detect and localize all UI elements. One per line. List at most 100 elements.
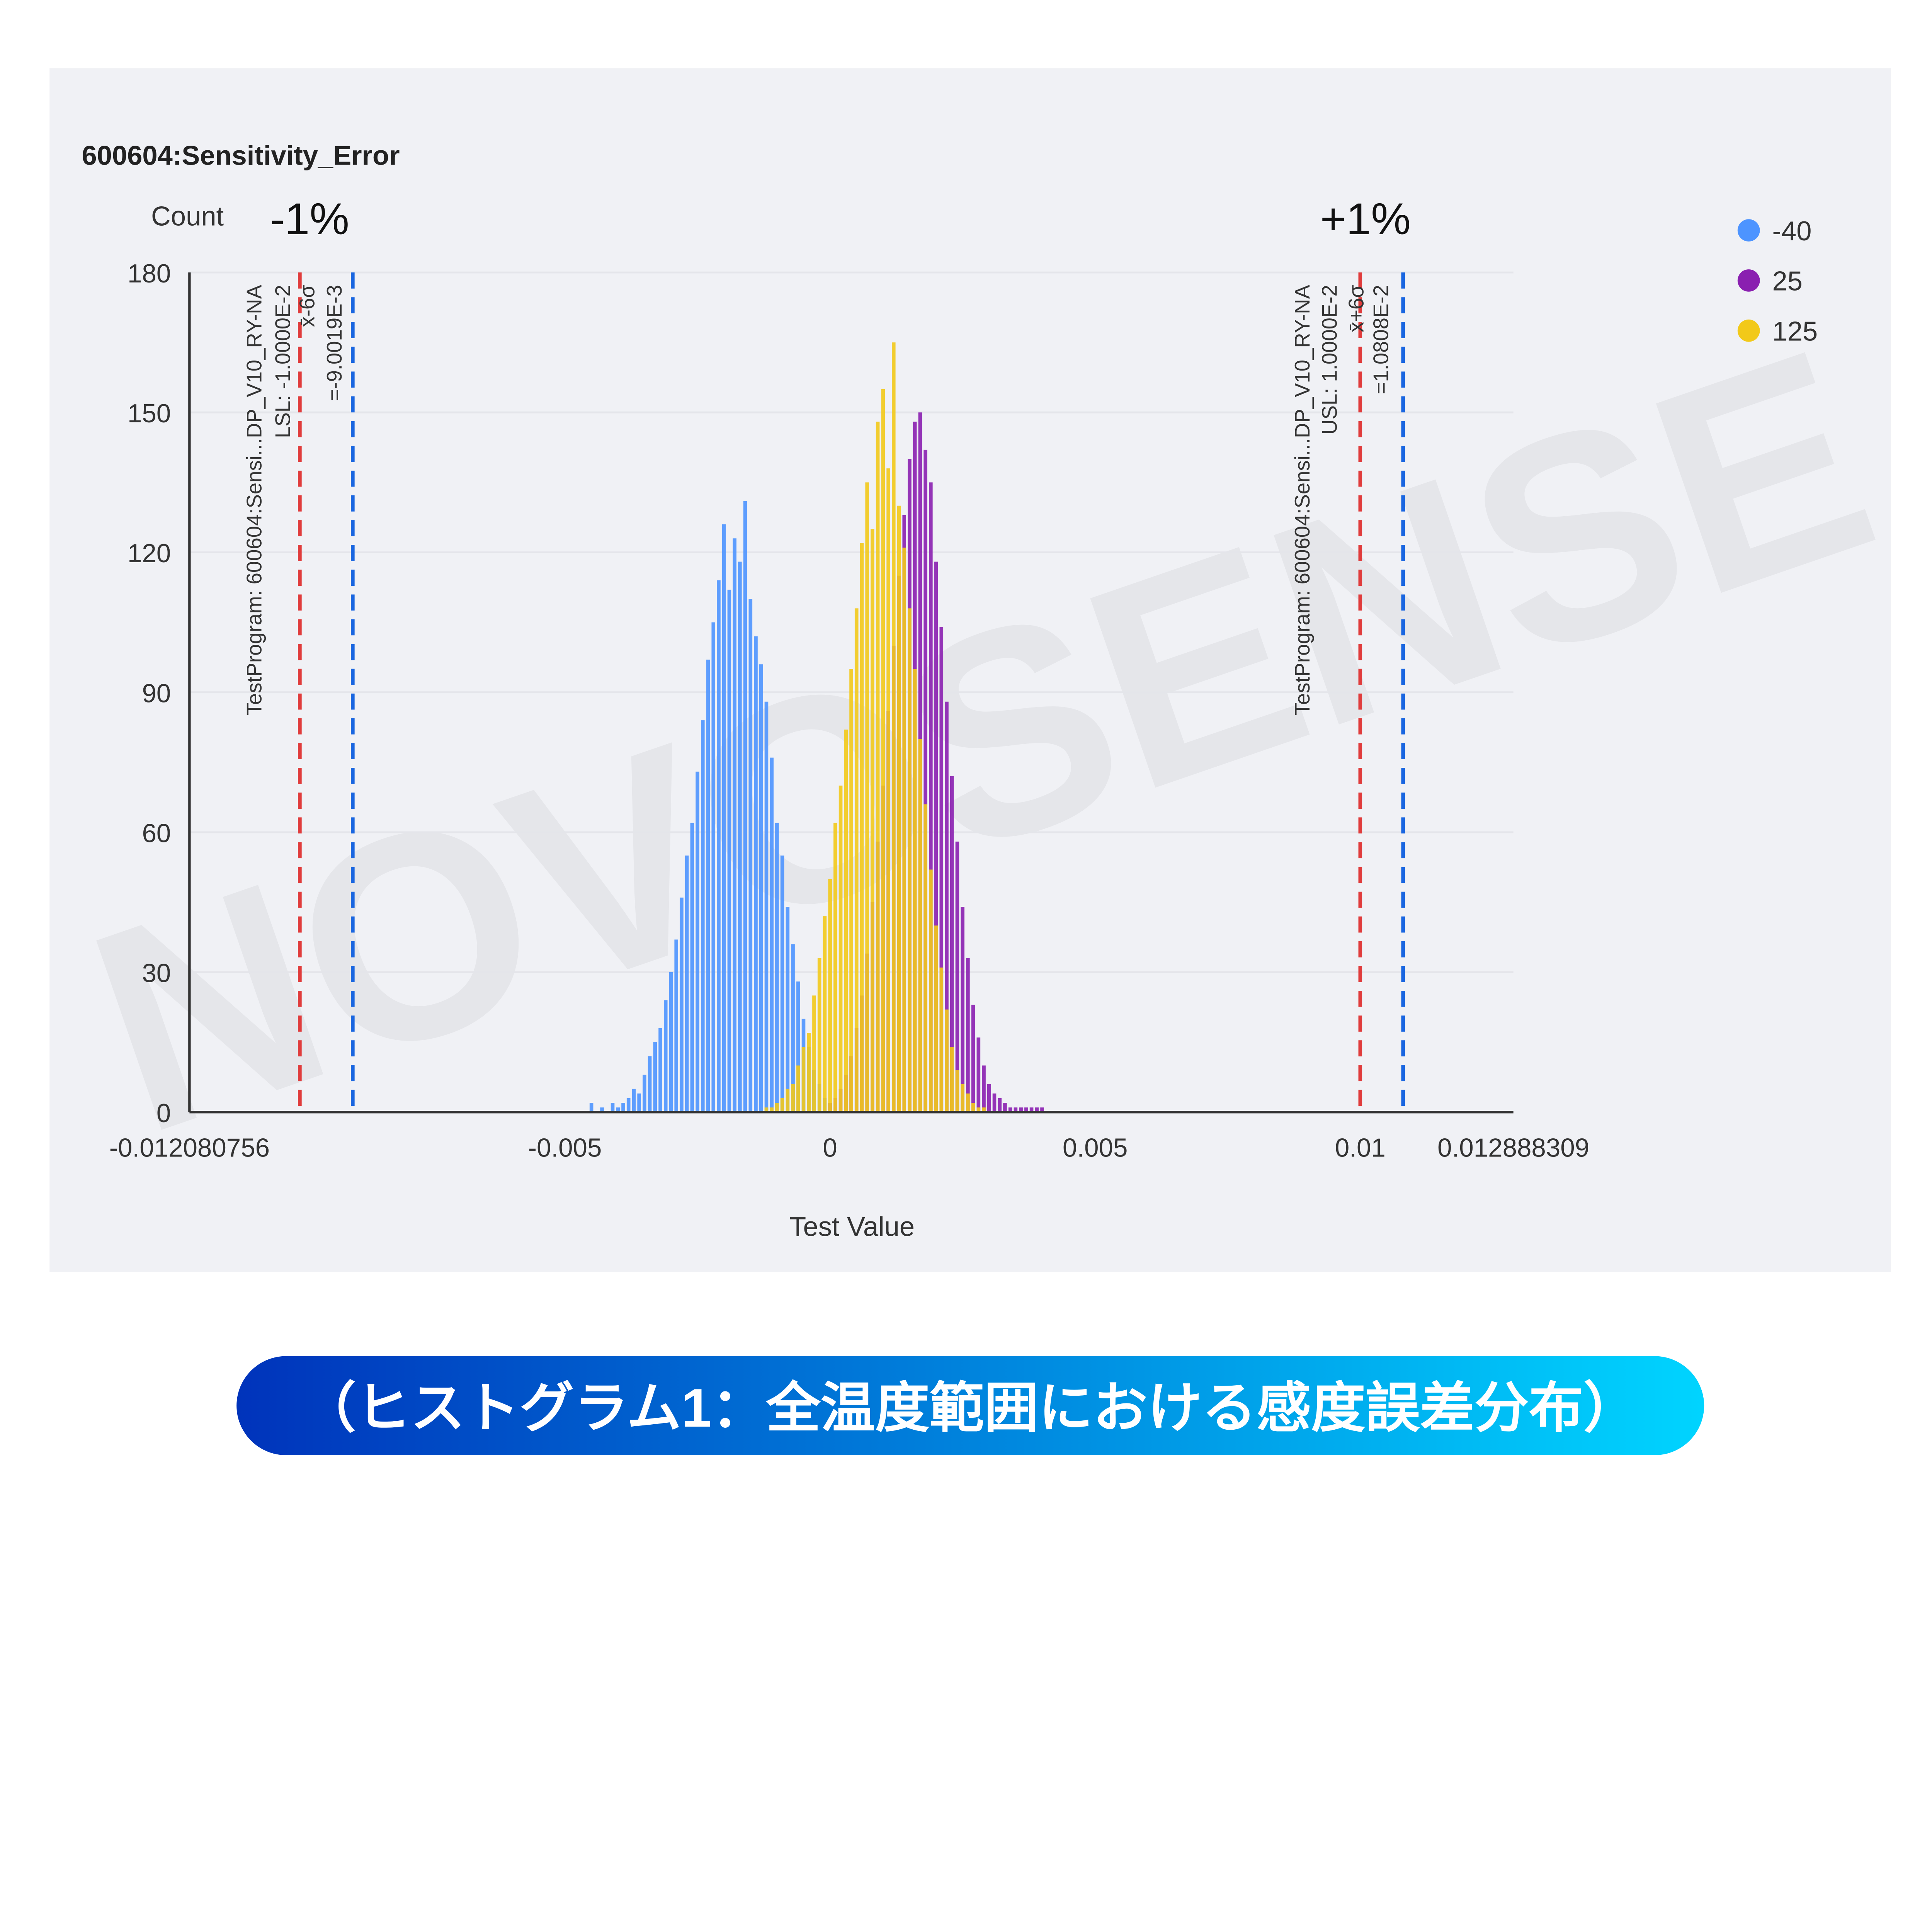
bar-series--40 <box>669 972 673 1112</box>
bar-series-25 <box>998 1098 1002 1112</box>
bar-series--40 <box>759 664 763 1112</box>
bar-series--40 <box>621 1103 625 1112</box>
x-tick-label: 0 <box>823 1134 837 1163</box>
bar-series--40 <box>780 855 784 1112</box>
upper_6sigma-label: =1.0808E-2 <box>1369 285 1393 394</box>
upper_6sigma-label: x̄+6σ <box>1345 285 1368 332</box>
bar-series-125 <box>838 786 843 1112</box>
bar-series--40 <box>685 855 689 1112</box>
bar-series-25 <box>955 841 959 1112</box>
bar-series-125 <box>976 1107 981 1112</box>
bar-series--40 <box>663 1000 668 1112</box>
bar-series-125 <box>780 1098 784 1112</box>
bar-series-125 <box>934 925 938 1112</box>
bar-series-125 <box>791 1084 795 1112</box>
bar-series-125 <box>849 669 853 1112</box>
y-tick-label: 120 <box>128 539 171 568</box>
x-tick-label: -0.005 <box>528 1134 602 1163</box>
bar-series--40 <box>611 1103 615 1112</box>
bar-series-25 <box>1014 1107 1018 1112</box>
limit-lines: TestProgram: 600604:Sensi...DP_V10_RY-NA… <box>243 272 1405 1112</box>
bar-series-25 <box>939 627 944 1112</box>
y-axis-ticks: 0 30 60 90 120 150 180 <box>128 259 171 1128</box>
y-tick-label: 180 <box>128 259 171 288</box>
bar-series-125 <box>828 879 832 1112</box>
y-tick-label: 60 <box>142 819 171 848</box>
lsl-label: TestProgram: 600604:Sensi...DP_V10_RY-NA <box>243 285 266 716</box>
bar-series-25 <box>1040 1107 1044 1112</box>
bar-series-125 <box>775 1103 779 1112</box>
bar-series--40 <box>616 1107 620 1112</box>
bar-series-125 <box>961 1084 964 1112</box>
page: NOVOSENSE 600604:Sensitivity_Error Count… <box>49 68 1906 1456</box>
bar-series--40 <box>733 538 736 1112</box>
bar-series--40 <box>722 524 726 1112</box>
x-axis-label: Test Value <box>789 1211 915 1242</box>
bar-series--40 <box>770 757 774 1112</box>
bar-series-125 <box>817 958 821 1112</box>
bar-series-125 <box>923 804 927 1112</box>
bar-series-25 <box>929 482 933 1112</box>
bar-series-125 <box>865 482 869 1112</box>
bar-series--40 <box>653 1042 657 1112</box>
bar-series-125 <box>902 548 906 1112</box>
bar-series--40 <box>717 580 721 1112</box>
legend-marker--40 <box>1737 219 1760 242</box>
bar-series-125 <box>770 1107 774 1112</box>
bar-series-125 <box>860 543 864 1112</box>
bar-series-125 <box>891 342 896 1112</box>
bar-series-25 <box>950 776 954 1112</box>
legend-marker-125 <box>1737 319 1760 342</box>
x-tick-label: 0.012888309 <box>1437 1134 1589 1163</box>
bar-series-125 <box>945 1009 949 1112</box>
bar-series-25 <box>971 1005 975 1112</box>
y-tick-label: 30 <box>142 959 171 988</box>
legend-label: -40 <box>1772 216 1812 246</box>
bar-series--40 <box>690 823 694 1112</box>
bar-series-125 <box>871 529 874 1112</box>
bar-series-125 <box>955 1070 959 1112</box>
bar-series--40 <box>658 1028 662 1112</box>
bar-series--40 <box>632 1088 636 1112</box>
x-axis-ticks: -0.012080756 -0.005 0 0.005 0.01 0.012888309 <box>109 1134 1589 1163</box>
x-tick-label: 0.01 <box>1335 1134 1386 1163</box>
usl-label: TestProgram: 600604:Sensi...DP_V10_RY-NA <box>1291 285 1314 716</box>
legend-label: 25 <box>1772 266 1803 296</box>
bar-series--40 <box>589 1103 594 1112</box>
y-tick-label: 150 <box>128 399 171 428</box>
plus-percent-label: +1% <box>1320 194 1411 244</box>
bar-series--40 <box>754 636 758 1112</box>
bar-series--40 <box>727 590 731 1112</box>
bar-series-25 <box>961 907 964 1112</box>
bar-series-125 <box>886 468 890 1112</box>
bar-series-25 <box>934 561 938 1112</box>
bar-series-125 <box>971 1103 975 1112</box>
bar-series-125 <box>966 1093 970 1112</box>
bar-series-25 <box>987 1084 991 1112</box>
bar-series-125 <box>939 967 944 1112</box>
bar-series-25 <box>923 449 927 1112</box>
bar-series-25 <box>982 1065 986 1112</box>
bar-series--40 <box>626 1098 631 1112</box>
bar-series-125 <box>833 823 837 1112</box>
lower_6sigma-label: x̄-6σ <box>296 285 319 327</box>
bar-series-25 <box>992 1093 997 1112</box>
bar-series-125 <box>897 505 901 1112</box>
caption-banner <box>236 1356 1704 1456</box>
x-tick-label: 0.005 <box>1063 1134 1128 1163</box>
bar-series--40 <box>738 561 742 1112</box>
bar-series-125 <box>812 995 816 1112</box>
y-tick-label: 90 <box>142 679 171 708</box>
bar-series-125 <box>908 608 912 1112</box>
bar-series-125 <box>844 730 848 1112</box>
bar-series--40 <box>648 1056 652 1112</box>
bar-series-25 <box>1019 1107 1023 1112</box>
bar-series-25 <box>1029 1107 1034 1112</box>
chart-panel <box>49 68 1891 1272</box>
bar-series-125 <box>950 1047 954 1112</box>
legend-marker-25 <box>1737 269 1760 292</box>
legend: -40 25 125 <box>1737 216 1818 346</box>
bar-series--40 <box>743 501 747 1112</box>
bar-series--40 <box>680 897 684 1112</box>
bar-series-25 <box>1008 1107 1012 1112</box>
